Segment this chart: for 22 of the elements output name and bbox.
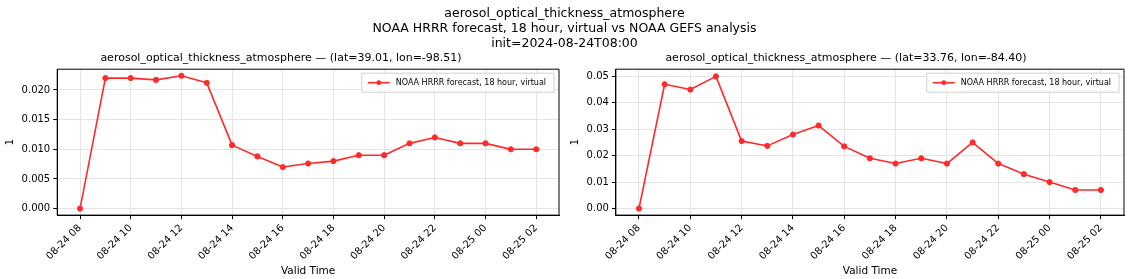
chart-title: aerosol_optical_thickness_atmosphere — (lat=39.01, lon=-98.51) xyxy=(100,51,462,65)
y-tick-label: 0.010 xyxy=(21,142,51,154)
y-tick-label: 0.02 xyxy=(586,149,609,161)
chart-title: aerosol_optical_thickness_atmosphere — (lat=33.76, lon=-84.40) xyxy=(665,51,1027,65)
y-axis-title: 1 xyxy=(568,138,581,146)
y-tick-label: 0.03 xyxy=(586,122,609,134)
y-tick-label: 0.00 xyxy=(586,202,609,214)
y-tick-label: 0.04 xyxy=(586,96,609,108)
y-tick-label: 0.01 xyxy=(586,175,609,187)
text: NOAA HRRR forecast, 18 hour, virtual vs NOAA GEFS analysis xyxy=(371,20,758,35)
legend-label: NOAA HRRR forecast, 18 hour, virtual xyxy=(395,77,546,87)
y-tick-label: 0.05 xyxy=(586,69,609,81)
text: init=2024-08-24T08:00 xyxy=(490,35,639,50)
text: aerosol_optical_thickness_atmosphere xyxy=(443,5,686,20)
y-tick-label: 0.005 xyxy=(21,172,51,184)
y-tick-label: 0.000 xyxy=(21,202,51,214)
legend-label: NOAA HRRR forecast, 18 hour, virtual xyxy=(960,77,1111,87)
x-axis-title: Valid Time xyxy=(280,264,336,277)
y-tick-label: 0.020 xyxy=(21,83,51,95)
y-tick-label: 0.015 xyxy=(21,113,51,125)
x-axis-title: Valid Time xyxy=(842,264,898,277)
y-axis-title: 1 xyxy=(3,138,16,146)
